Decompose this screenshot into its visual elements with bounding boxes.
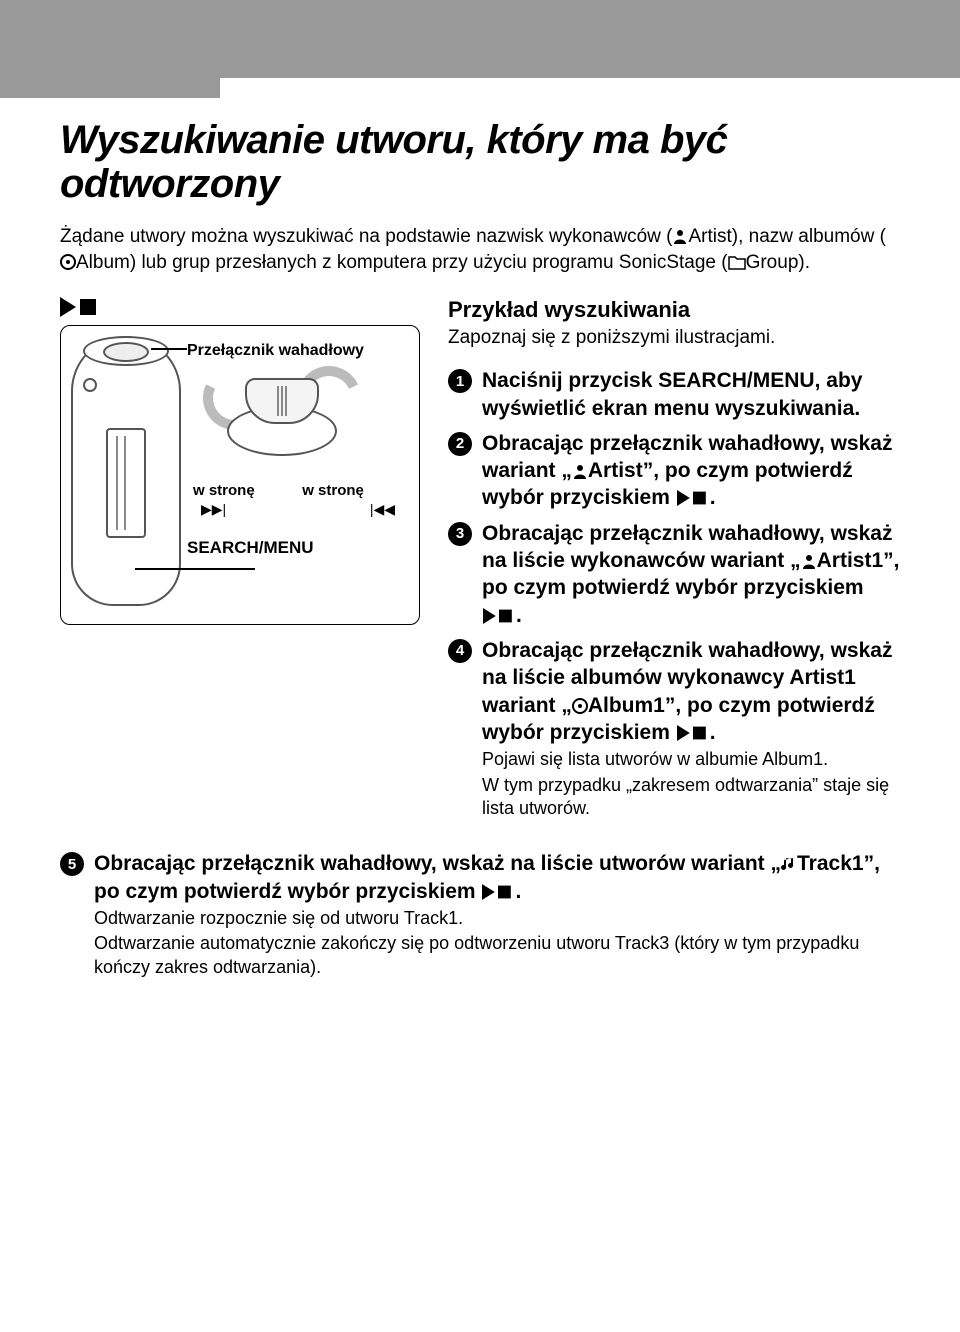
play-stop-icon: [482, 608, 516, 624]
right-column: Przykład wyszukiwania Zapoznaj się z pon…: [448, 297, 900, 828]
step-5-body: Obracając przełącznik wahadłowy, wskaż n…: [94, 850, 900, 979]
disc-icon: [60, 254, 76, 270]
diagram-labels: Przełącznik wahadłowy w stronę w stronę …: [187, 336, 409, 610]
step-2-number: 2: [448, 432, 472, 456]
step-4: 4 Obracając przełącznik wahadłowy, wskaż…: [448, 637, 900, 820]
direction-symbols: ▶▶| |◀◀: [187, 501, 409, 518]
step-1-body: Naciśnij przycisk SEARCH/MENU, aby wyświ…: [482, 367, 900, 422]
step-2-body: Obracając przełącznik wahadłowy, wskaż w…: [482, 430, 900, 512]
step-4-number: 4: [448, 639, 472, 663]
step-5-note-2: Odtwarzanie automatycznie zakończy się p…: [94, 932, 900, 979]
intro-text-3: Album) lub grup przesłanych z komputera …: [76, 252, 728, 273]
play-stop-icon: [676, 725, 710, 741]
example-caption: Zapoznaj się z poniższymi ilustracjami.: [448, 327, 900, 349]
page-content: Wyszukiwanie utworu, który ma być odtwor…: [0, 78, 960, 1019]
callout-line-top: [151, 348, 187, 350]
note-icon: [781, 856, 797, 872]
person-icon: [572, 463, 588, 479]
play-stop-icon: [481, 884, 515, 900]
search-menu-label: SEARCH/MENU: [187, 538, 409, 558]
device-screen: [106, 428, 146, 538]
step-3: 3 Obracając przełącznik wahadłowy, wskaż…: [448, 520, 900, 629]
step-5-note-1: Odtwarzanie rozpocznie się od utworu Tra…: [94, 907, 900, 930]
disc-icon: [572, 698, 588, 714]
intro-text-4: Group).: [746, 252, 810, 273]
step-3-trail: .: [516, 604, 522, 627]
play-stop-icon: [60, 297, 420, 317]
step-4-trail: .: [710, 721, 716, 744]
person-icon: [672, 228, 688, 244]
step-4-note-2: W tym przypadku „zakresem odtwarzania” s…: [482, 774, 900, 821]
step-1: 1 Naciśnij przycisk SEARCH/MENU, aby wyś…: [448, 367, 900, 422]
folder-icon: [728, 256, 746, 270]
dial-illustration: [187, 366, 377, 476]
dir-left-label: w stronę: [193, 482, 294, 499]
page-title: Wyszukiwanie utworu, który ma być odtwor…: [60, 118, 900, 206]
step-3-number: 3: [448, 522, 472, 546]
step-5: 5 Obracając przełącznik wahadłowy, wskaż…: [60, 850, 900, 979]
rewind-icon: |◀◀: [370, 501, 395, 518]
step-5-trail: .: [515, 880, 521, 903]
intro-text-1: Żądane utwory można wyszukiwać na podsta…: [60, 226, 672, 247]
device-knob: [103, 342, 149, 362]
intro-paragraph: Żądane utwory można wyszukiwać na podsta…: [60, 224, 900, 275]
device-diagram: Przełącznik wahadłowy w stronę w stronę …: [60, 325, 420, 625]
device-outline: [71, 336, 181, 606]
play-stop-icon: [676, 490, 710, 506]
dir-right-label: w stronę: [302, 482, 403, 499]
intro-text-2: Artist), nazw albumów (: [688, 226, 885, 247]
direction-labels: w stronę w stronę: [187, 482, 409, 499]
step-1-number: 1: [448, 369, 472, 393]
ffwd-icon: ▶▶|: [201, 501, 226, 518]
person-icon: [801, 553, 817, 569]
device-button: [83, 378, 97, 392]
step-3-body: Obracając przełącznik wahadłowy, wskaż n…: [482, 520, 900, 629]
two-column-layout: Przełącznik wahadłowy w stronę w stronę …: [60, 297, 900, 828]
shuttle-label: Przełącznik wahadłowy: [187, 342, 409, 360]
step-4-note-1: Pojawi się lista utworów w albumie Album…: [482, 748, 900, 771]
page-header-tab: [0, 58, 220, 98]
step-4-body: Obracając przełącznik wahadłowy, wskaż n…: [482, 637, 900, 820]
step-5-pre: Obracając przełącznik wahadłowy, wskaż n…: [94, 852, 781, 875]
callout-line-bottom: [135, 568, 255, 570]
step-5-number: 5: [60, 852, 84, 876]
step-2: 2 Obracając przełącznik wahadłowy, wskaż…: [448, 430, 900, 512]
step-2-trail: .: [710, 486, 716, 509]
example-heading: Przykład wyszukiwania: [448, 297, 900, 323]
left-column: Przełącznik wahadłowy w stronę w stronę …: [60, 297, 420, 828]
